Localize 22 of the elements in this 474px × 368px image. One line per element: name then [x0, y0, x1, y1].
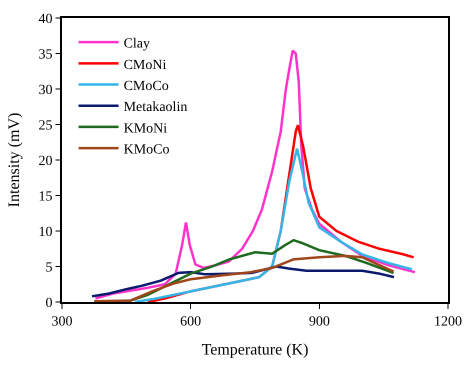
legend-label: Metakaolin [124, 100, 188, 116]
y-tick-label: 15 [38, 189, 52, 204]
legend-label: KMoNi [124, 121, 168, 136]
y-axis-title: Intensity (mV) [6, 112, 23, 208]
x-tick-label: 900 [308, 314, 330, 330]
y-tick-label: 5 [45, 260, 52, 276]
legend-label: CMoNi [124, 58, 166, 73]
x-axis-title: Temperature (K) [202, 342, 308, 359]
y-tick-label: 20 [38, 154, 52, 169]
legend-label: Clay [124, 36, 150, 52]
y-tick-label: 35 [38, 47, 52, 62]
legend-label: CMoCo [124, 78, 169, 94]
legend-label: KMoCo [124, 142, 170, 158]
x-tick-label: 300 [52, 314, 72, 330]
x-tick-label: 600 [180, 314, 202, 330]
y-tick-label: 30 [38, 82, 52, 98]
x-tick-label: 1200 [434, 314, 462, 330]
y-tick-label: 10 [38, 224, 52, 240]
y-tick-label: 0 [45, 296, 52, 311]
y-tick-label: 25 [38, 118, 52, 134]
line-series [92, 254, 395, 302]
y-tick-label: 40 [38, 12, 52, 27]
